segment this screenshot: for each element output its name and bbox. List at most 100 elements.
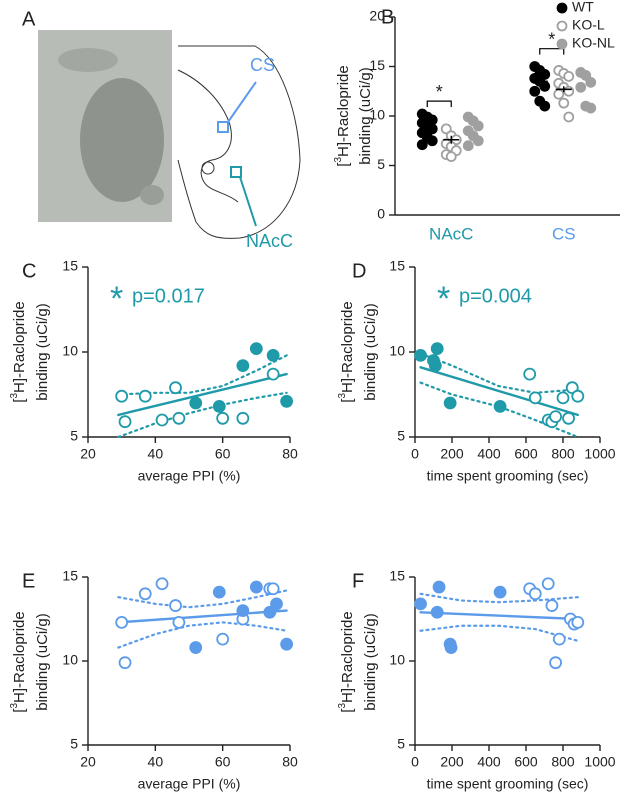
x-axis-label: average PPI (%) xyxy=(138,776,241,792)
y-axis-label-part: H]-Raclopride xyxy=(335,65,352,157)
y-axis-label-part: H]-Raclopride xyxy=(339,301,356,393)
y-axis-label-part: 3 xyxy=(9,393,20,399)
y-tick-label: 5 xyxy=(70,428,78,444)
y-tick-label: 5 xyxy=(70,736,78,752)
legend-label: WT xyxy=(572,0,594,15)
x-tick-label: 0 xyxy=(411,754,419,770)
significance-bracket xyxy=(426,100,452,108)
data-point xyxy=(528,391,542,405)
y-axis-label: [3H]-Raclopride xyxy=(9,611,28,712)
panel-letter: F xyxy=(352,570,364,592)
data-point xyxy=(263,605,277,619)
data-point xyxy=(172,411,186,425)
nacc-roi xyxy=(230,166,242,178)
data-point xyxy=(266,367,280,381)
data-point xyxy=(414,348,427,362)
data-point xyxy=(155,413,169,427)
y-axis-label-part: H]-Raclopride xyxy=(339,611,356,703)
y-tick-label: 5 xyxy=(397,736,405,752)
y-axis-label-part: [ xyxy=(11,398,28,403)
data-point xyxy=(414,597,427,611)
data-point xyxy=(539,80,551,92)
x-tick-label: 0 xyxy=(411,446,419,462)
regression-line xyxy=(117,609,288,624)
y-axis-label-part: [ xyxy=(11,708,28,713)
data-point xyxy=(416,139,428,151)
data-point xyxy=(552,632,566,646)
cs-roi xyxy=(217,121,229,133)
annotation-star: * xyxy=(437,280,450,318)
y-tick-label: 5 xyxy=(397,428,405,444)
data-point xyxy=(493,585,507,599)
striatum-outline xyxy=(177,69,239,203)
confidence-band-upper xyxy=(419,352,579,394)
x-tick-label: 20 xyxy=(80,754,96,770)
y-axis-label: binding (uCi/g) xyxy=(362,303,379,401)
data-point xyxy=(549,656,562,670)
data-point xyxy=(585,76,597,88)
regression-line xyxy=(117,372,288,417)
data-point xyxy=(280,637,294,651)
y-axis-label-part: [ xyxy=(339,708,356,713)
brain-outline xyxy=(177,45,301,239)
x-tick-label: 600 xyxy=(514,446,538,462)
legend-label: KO-NL xyxy=(572,35,615,51)
x-tick-label: 60 xyxy=(215,446,231,462)
data-point xyxy=(558,97,570,109)
x-tick-label: 80 xyxy=(282,446,298,462)
data-point xyxy=(189,396,203,410)
x-tick-label: 400 xyxy=(477,754,501,770)
x-tick-label: CS xyxy=(552,224,576,243)
data-point xyxy=(212,399,226,413)
panel-letter: A xyxy=(22,8,36,30)
data-point xyxy=(115,615,129,629)
data-point xyxy=(528,587,542,601)
data-point xyxy=(216,632,230,646)
data-point xyxy=(563,85,575,97)
x-tick-label: 400 xyxy=(477,446,501,462)
y-tick-label: 5 xyxy=(377,156,385,172)
panel-letter: D xyxy=(352,260,366,282)
y-tick-label: 15 xyxy=(369,57,385,73)
data-point xyxy=(539,100,551,112)
data-point xyxy=(562,411,575,425)
data-point xyxy=(539,69,551,80)
y-tick-label: 10 xyxy=(62,343,78,359)
y-axis-label: binding (uCi/g) xyxy=(357,67,374,165)
significance-bracket xyxy=(539,48,565,55)
annotation-star: * xyxy=(110,280,123,318)
panel-letter: B xyxy=(381,6,394,28)
data-point xyxy=(580,70,592,81)
data-point xyxy=(428,359,442,373)
data-point xyxy=(541,577,555,591)
x-tick-label: 200 xyxy=(440,754,464,770)
data-point xyxy=(575,81,587,93)
panel-a: A CS NAcC xyxy=(22,8,301,251)
x-tick-label: 800 xyxy=(551,446,575,462)
data-point xyxy=(553,88,565,100)
confidence-band-lower xyxy=(117,391,288,439)
data-point xyxy=(493,399,507,413)
data-point xyxy=(545,599,559,612)
y-axis-label-part: 3 xyxy=(337,393,348,399)
y-axis-label-part: [ xyxy=(335,162,352,167)
data-point xyxy=(585,102,597,114)
data-point xyxy=(563,71,575,82)
confidence-band-lower xyxy=(419,624,579,642)
confidence-band-upper xyxy=(117,589,288,609)
cs-label: CS xyxy=(250,55,275,75)
x-tick-label: 80 xyxy=(282,754,298,770)
confidence-band-upper xyxy=(419,592,579,604)
x-tick-label: 800 xyxy=(551,754,575,770)
y-axis-label: binding (uCi/g) xyxy=(34,613,51,711)
data-point xyxy=(472,135,484,147)
x-tick-label: 200 xyxy=(440,446,464,462)
x-tick-label: NAcC xyxy=(429,224,473,243)
y-axis-label: [3H]-Raclopride xyxy=(9,301,28,402)
y-tick-label: 10 xyxy=(389,343,405,359)
annotation-text: p=0.004 xyxy=(459,285,532,307)
x-tick-label: 20 xyxy=(80,446,96,462)
data-point xyxy=(169,381,182,395)
significance-label: * xyxy=(548,29,555,49)
